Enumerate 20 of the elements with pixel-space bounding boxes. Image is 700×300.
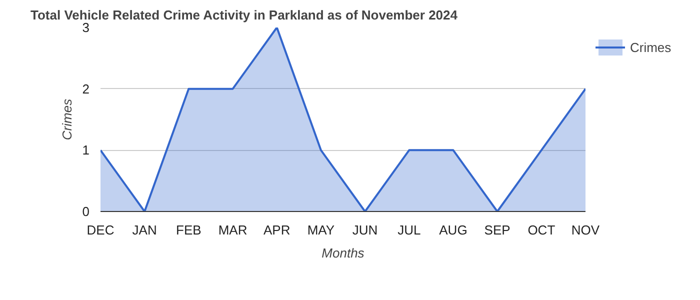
y-tick-label: 0	[82, 204, 90, 219]
x-tick-label: FEB	[176, 222, 202, 238]
y-tick-label: 3	[82, 20, 90, 35]
x-tick-label: NOV	[571, 222, 600, 238]
x-tick-label: OCT	[528, 222, 556, 238]
x-axis-title: Months	[322, 246, 365, 260]
x-tick-label: SEP	[484, 222, 510, 238]
x-tick-label: MAY	[307, 222, 335, 238]
x-tick-label: APR	[264, 222, 290, 238]
x-tick-label: AUG	[439, 222, 468, 238]
x-tick-label: JUL	[398, 222, 421, 238]
legend-label: Crimes	[630, 40, 672, 54]
x-tick-label: JUN	[352, 222, 378, 238]
x-tick-label: DEC	[86, 222, 114, 238]
chart-title: Total Vehicle Related Crime Activity in Parkland as of November 2024	[30, 8, 458, 22]
y-tick-label: 1	[82, 142, 90, 158]
x-tick-label: JAN	[132, 222, 157, 238]
y-axis-title: Crimes	[59, 98, 74, 140]
y-tick-label: 2	[82, 81, 90, 96]
x-tick-label: MAR	[218, 222, 248, 238]
